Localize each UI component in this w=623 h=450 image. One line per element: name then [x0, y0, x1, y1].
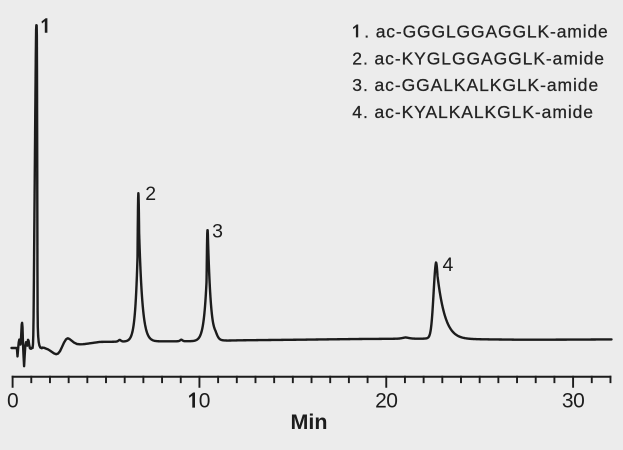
svg-text:2: 2	[145, 183, 156, 205]
svg-text:30: 30	[562, 390, 584, 413]
svg-text:Min: Min	[290, 410, 327, 434]
svg-text:20: 20	[375, 390, 397, 413]
svg-text:. ac-GGGLGGAGGLK-amide: . ac-GGGLGGAGGLK-amide	[364, 21, 608, 41]
svg-text:3: 3	[212, 221, 223, 243]
svg-text:0: 0	[7, 390, 18, 413]
svg-text:4: 4	[443, 254, 454, 276]
svg-text:0: 0	[199, 390, 211, 413]
svg-text:3. ac-GGALKALKGLK-amide: 3. ac-GGALKALKGLK-amide	[352, 75, 599, 95]
svg-text:2. ac-KYGLGGAGGLK-amide: 2. ac-KYGLGGAGGLK-amide	[352, 48, 605, 68]
svg-text:4. ac-KYALKALKGLK-amide: 4. ac-KYALKALKGLK-amide	[352, 102, 594, 122]
